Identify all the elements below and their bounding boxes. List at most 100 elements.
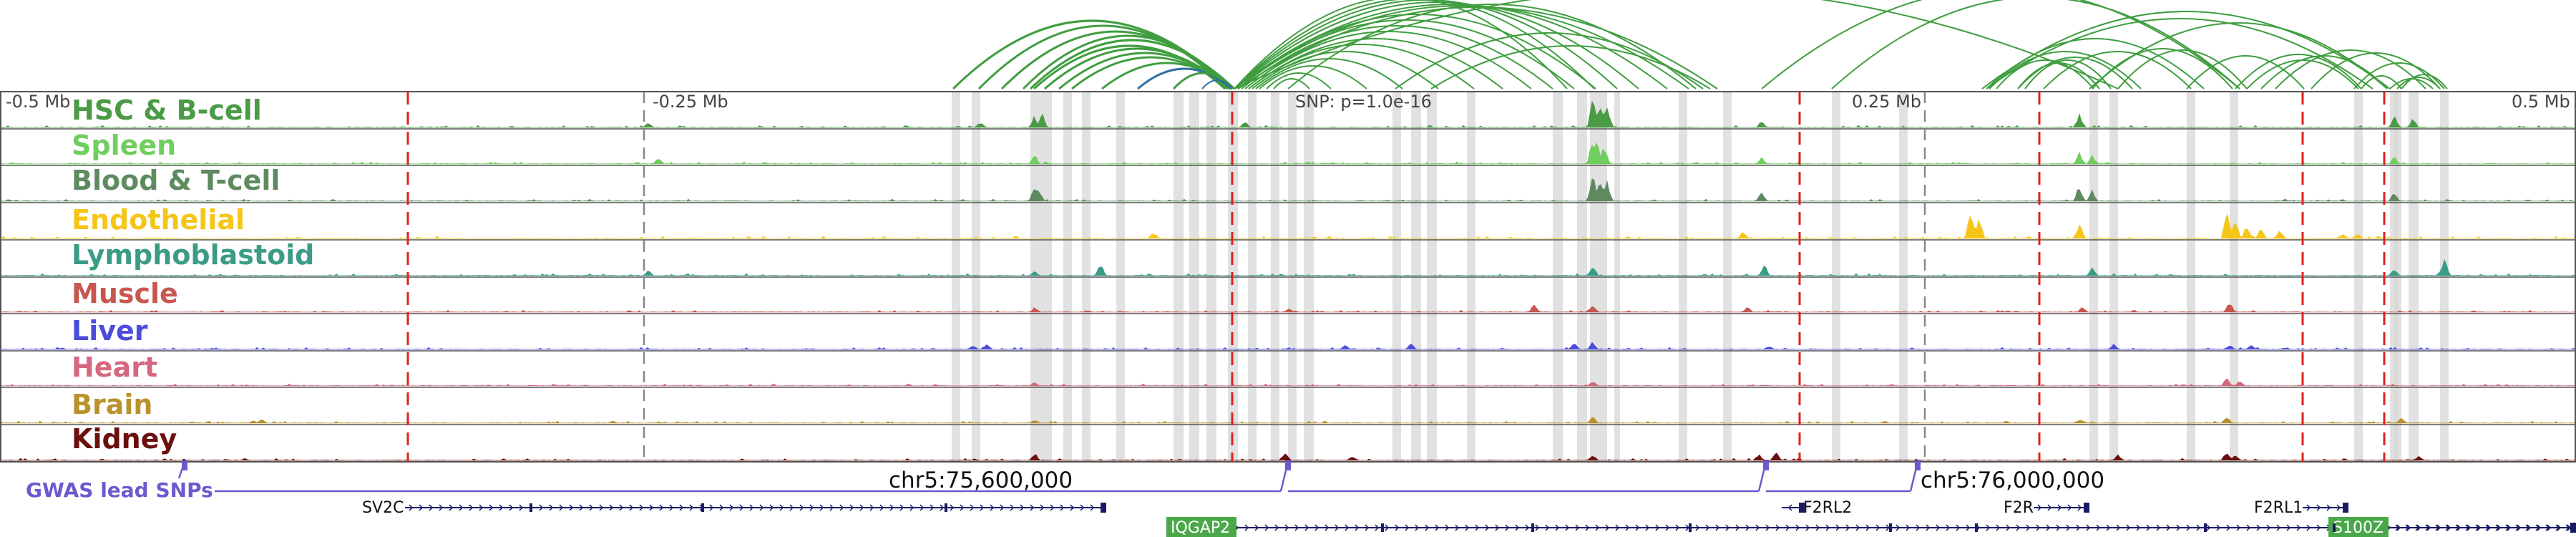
strand-chevron [2116,524,2121,531]
interaction-arc [2401,74,2448,90]
strand-chevron [2126,524,2131,531]
gene-f2rl2[interactable]: F2RL2 [1782,499,1852,517]
interaction-arc [1237,14,1596,90]
strand-chevron [1675,524,1680,531]
strand-chevron [789,504,794,511]
strand-chevron [1996,524,2001,531]
strand-chevron [1825,524,1830,531]
strand-chevron [549,504,554,511]
interaction-arc [2017,62,2100,90]
strand-chevron [2535,524,2540,531]
strand-chevron [1355,524,1360,531]
strand-chevron [759,504,764,511]
strand-chevron [1395,524,1400,531]
exon [2333,523,2336,532]
strand-chevron [1665,524,1670,531]
gene-sv2c[interactable]: SV2C [362,499,1106,517]
gene-label-box [1166,517,1236,537]
interaction-arc [1287,4,1697,90]
strand-chevron [2067,504,2072,511]
strand-chevron [1060,504,1065,511]
strand-chevron [809,504,814,511]
strand-chevron [2286,524,2291,531]
chromatin-interaction-arcs [952,0,2448,90]
strand-chevron [1274,524,1279,531]
strand-chevron [909,504,914,511]
signal-liver [0,342,2576,350]
interaction-arc [1029,39,1236,90]
strand-chevron [2246,524,2251,531]
strand-chevron [1745,524,1750,531]
exon [1531,523,1534,532]
strand-chevron [1926,524,1931,531]
exon [530,503,532,512]
track-label-heart: Heart [72,352,157,383]
gwas-snp-marker[interactable] [182,460,187,470]
exon [1799,503,1805,513]
gene-s100z[interactable]: S100Z [2328,517,2576,537]
strand-chevron [779,504,784,511]
strand-chevron [980,504,985,511]
strand-chevron [2096,524,2101,531]
track-labels: HSC & B-cell Spleen Blood & T-cell Endot… [72,95,314,455]
gwas-snp-marker[interactable] [1285,460,1291,470]
interaction-arc [1989,51,2142,90]
strand-chevron [829,504,834,511]
gwas-snp-marker[interactable] [1763,460,1769,470]
strand-chevron [1946,524,1951,531]
strand-chevron [689,504,694,511]
strand-chevron [1625,524,1630,531]
strand-chevron [1835,524,1840,531]
signal-lymphoblastoid [0,259,2576,276]
interaction-arc [2396,77,2441,90]
strand-chevron [2106,524,2111,531]
strand-chevron [1896,524,1901,531]
strand-chevron [1705,524,1710,531]
strand-chevron [1505,524,1510,531]
strand-chevron [990,504,995,511]
tad-boundaries [406,92,2386,462]
exon [1689,523,1692,532]
strand-chevron [2316,504,2321,511]
gene-f2r[interactable]: F2R [2004,499,2089,517]
track-label-kidney: Kidney [72,423,177,455]
interaction-arc [1252,51,1439,90]
track-label-blood-t-cell: Blood & T-cell [72,165,280,196]
gene-label: F2RL2 [1803,499,1852,517]
strand-chevron [1415,524,1420,531]
strand-chevron [2196,524,2201,531]
strand-chevron [1785,524,1790,531]
strand-chevron [2077,504,2082,511]
strand-chevron [1865,524,1870,531]
track-label-brain: Brain [72,389,152,420]
strand-chevron [1735,524,1740,531]
interaction-arc [1234,0,1568,90]
strand-chevron [1264,524,1269,531]
strand-chevron [1845,524,1850,531]
strand-chevron [1956,524,1961,531]
interaction-arc [2024,59,2112,90]
track-label-hsc-b-cell: HSC & B-cell [72,95,262,126]
strand-chevron [839,504,844,511]
strand-chevron [2086,524,2091,531]
strand-chevron [2555,524,2560,531]
coord-label-left: chr5:75,600,000 [889,468,1073,493]
gene-f2rl1[interactable]: F2RL1 [2254,499,2348,517]
strand-chevron [2176,524,2181,531]
strand-chevron [1335,524,1340,531]
strand-chevron [2326,504,2331,511]
interaction-arc [2275,49,2426,90]
gwas-snp-marker[interactable] [1915,460,1921,470]
exon [2570,523,2576,533]
strand-chevron [2047,504,2052,511]
interaction-arc [1259,65,1367,90]
strand-chevron [1555,524,1560,531]
strand-chevron [2306,504,2311,511]
strand-chevron [819,504,824,511]
interaction-arc [1234,0,2119,90]
strand-chevron [1365,524,1370,531]
strand-chevron [1020,504,1025,511]
strand-chevron [2046,524,2051,531]
interaction-arc [2235,54,2362,90]
